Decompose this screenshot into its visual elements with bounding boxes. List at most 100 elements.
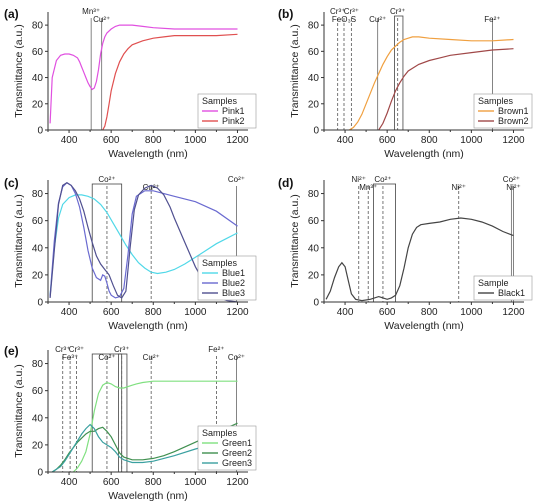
ion-marker-label: Fe²⁺ [484, 15, 500, 24]
x-tick-label: 800 [145, 477, 162, 488]
y-tick-label: 20 [308, 270, 320, 281]
band-box [394, 15, 404, 131]
y-tick-label: 0 [313, 126, 319, 137]
legend-entry-green3: Green3 [222, 458, 252, 468]
y-axis-label: Transmittance (a.u.) [13, 24, 25, 118]
legend-frame [473, 275, 533, 301]
ion-marker-label: Fe³⁺ [62, 353, 78, 362]
ion-marker-label: Co²⁺ [228, 353, 245, 362]
panel-label: (a) [4, 7, 19, 21]
x-tick-label: 1000 [460, 307, 483, 318]
series-line-pink1 [49, 24, 238, 124]
x-tick-label: 1200 [502, 135, 525, 146]
y-tick-label: 80 [308, 21, 320, 32]
y-tick-label: 60 [308, 216, 320, 227]
ion-marker-label: Cr³⁺ [390, 7, 405, 16]
series-line-black1 [325, 217, 514, 302]
y-axis-label: Transmittance (a.u.) [289, 24, 301, 118]
ion-marker-label: Co²⁺ [503, 175, 520, 184]
x-tick-label: 1200 [226, 477, 249, 488]
y-tick-label: 40 [32, 73, 44, 84]
x-tick-label: 400 [61, 477, 78, 488]
ion-marker-label: Fe²⁺ [208, 345, 224, 354]
ion-marker-label: Co²⁺ [98, 175, 115, 184]
x-tick-label: 1200 [226, 135, 249, 146]
legend-entry-green2: Green2 [222, 448, 252, 458]
y-tick-label: 40 [32, 413, 44, 424]
y-tick-label: 40 [308, 243, 320, 254]
x-tick-label: 400 [61, 307, 78, 318]
ion-marker-label: Co²⁺ [228, 175, 245, 184]
x-axis-label: Wavelength (nm) [108, 320, 188, 332]
y-tick-label: 60 [32, 386, 44, 397]
ion-marker-label: Co²⁺ [98, 353, 115, 362]
legend-entry-blue1: Blue1 [222, 268, 245, 278]
ion-marker-label: Ni²⁺ [452, 183, 466, 192]
y-tick-label: 80 [32, 359, 44, 370]
legend-entry-black1: Black1 [498, 288, 525, 298]
y-tick-label: 20 [32, 99, 44, 110]
legend-entry-blue3: Blue3 [222, 288, 245, 298]
x-tick-label: 800 [421, 307, 438, 318]
series-line-green2 [51, 422, 238, 472]
x-axis-label: Wavelength (nm) [108, 148, 188, 160]
ion-marker-label: Cu²⁺ [369, 15, 386, 24]
series-line-green1 [72, 380, 238, 472]
x-tick-label: 800 [421, 135, 438, 146]
chart-panel-5: (e) Cr³⁺Fe³⁺Cr³⁺Co²⁺Cr³⁺Cu²⁺Fe²⁺Co²⁺400 60… [4, 344, 257, 502]
x-tick-label: 1200 [502, 307, 525, 318]
x-tick-label: 600 [103, 307, 120, 318]
series-line-pink2 [102, 33, 238, 130]
x-tick-label: 800 [145, 135, 162, 146]
y-tick-label: 80 [308, 189, 320, 200]
chart-panel-3: (c) Co²⁺ Cu²⁺ Co²⁺ 400 600 800 1000 1200 0 20 40 60 8… [4, 175, 257, 332]
band-box [118, 353, 128, 473]
y-tick-label: 60 [32, 47, 44, 58]
legend-title: Samples [202, 428, 238, 438]
x-tick-label: 1000 [184, 307, 207, 318]
y-tick-label: 0 [313, 298, 319, 309]
ion-marker-label: Cr³⁺ [55, 345, 70, 354]
y-tick-label: 80 [32, 189, 44, 200]
legend-entry-brown2: Brown2 [498, 116, 529, 126]
y-tick-label: 20 [32, 270, 44, 281]
legend-entry-brown1: Brown1 [498, 106, 529, 116]
y-tick-label: 0 [37, 126, 43, 137]
legend-title: Samples [202, 96, 238, 106]
y-tick-label: 40 [308, 73, 320, 84]
ion-marker-label: Mn³⁺ [359, 183, 377, 192]
ion-marker-label: Ni²⁺ [352, 175, 366, 184]
ion-marker-label: Cr³⁺ [69, 345, 84, 354]
series-line-green3 [51, 423, 238, 472]
panel-label: (c) [4, 176, 19, 190]
y-axis-label: Transmittance (a.u.) [13, 194, 25, 288]
x-tick-label: 1000 [184, 477, 207, 488]
x-tick-label: 1000 [460, 135, 483, 146]
y-axis-label: Transmittance (a.u.) [13, 364, 25, 458]
panel-label: (e) [4, 344, 19, 358]
ion-marker-label: Cr³⁺ [114, 345, 129, 354]
legend-entry-pink2: Pink2 [222, 116, 245, 126]
x-tick-label: 600 [379, 307, 396, 318]
y-tick-label: 0 [37, 468, 43, 479]
legend-entry-pink1: Pink1 [222, 106, 245, 116]
x-tick-label: 600 [379, 135, 396, 146]
series-line-brown1 [348, 36, 514, 130]
chart-panel-1: (a) Mn³⁺Cu²⁺ 400 600 800 1000 1200 0 20 40 60 80 Wav… [4, 7, 257, 160]
x-axis-label: Wavelength (nm) [384, 148, 464, 160]
x-tick-label: 1200 [226, 307, 249, 318]
ion-marker-label: FeO₃S [332, 15, 356, 24]
y-tick-label: 60 [32, 216, 44, 227]
ion-marker-label: Ni²⁺ [506, 183, 520, 192]
x-tick-label: 600 [103, 477, 120, 488]
legend-title: Samples [478, 96, 514, 106]
legend-title: Samples [202, 258, 238, 268]
ion-marker-label: Cu²⁺ [143, 183, 160, 192]
x-tick-label: 400 [337, 307, 354, 318]
y-tick-label: 80 [32, 21, 44, 32]
ion-marker-label: Cu²⁺ [93, 15, 110, 24]
